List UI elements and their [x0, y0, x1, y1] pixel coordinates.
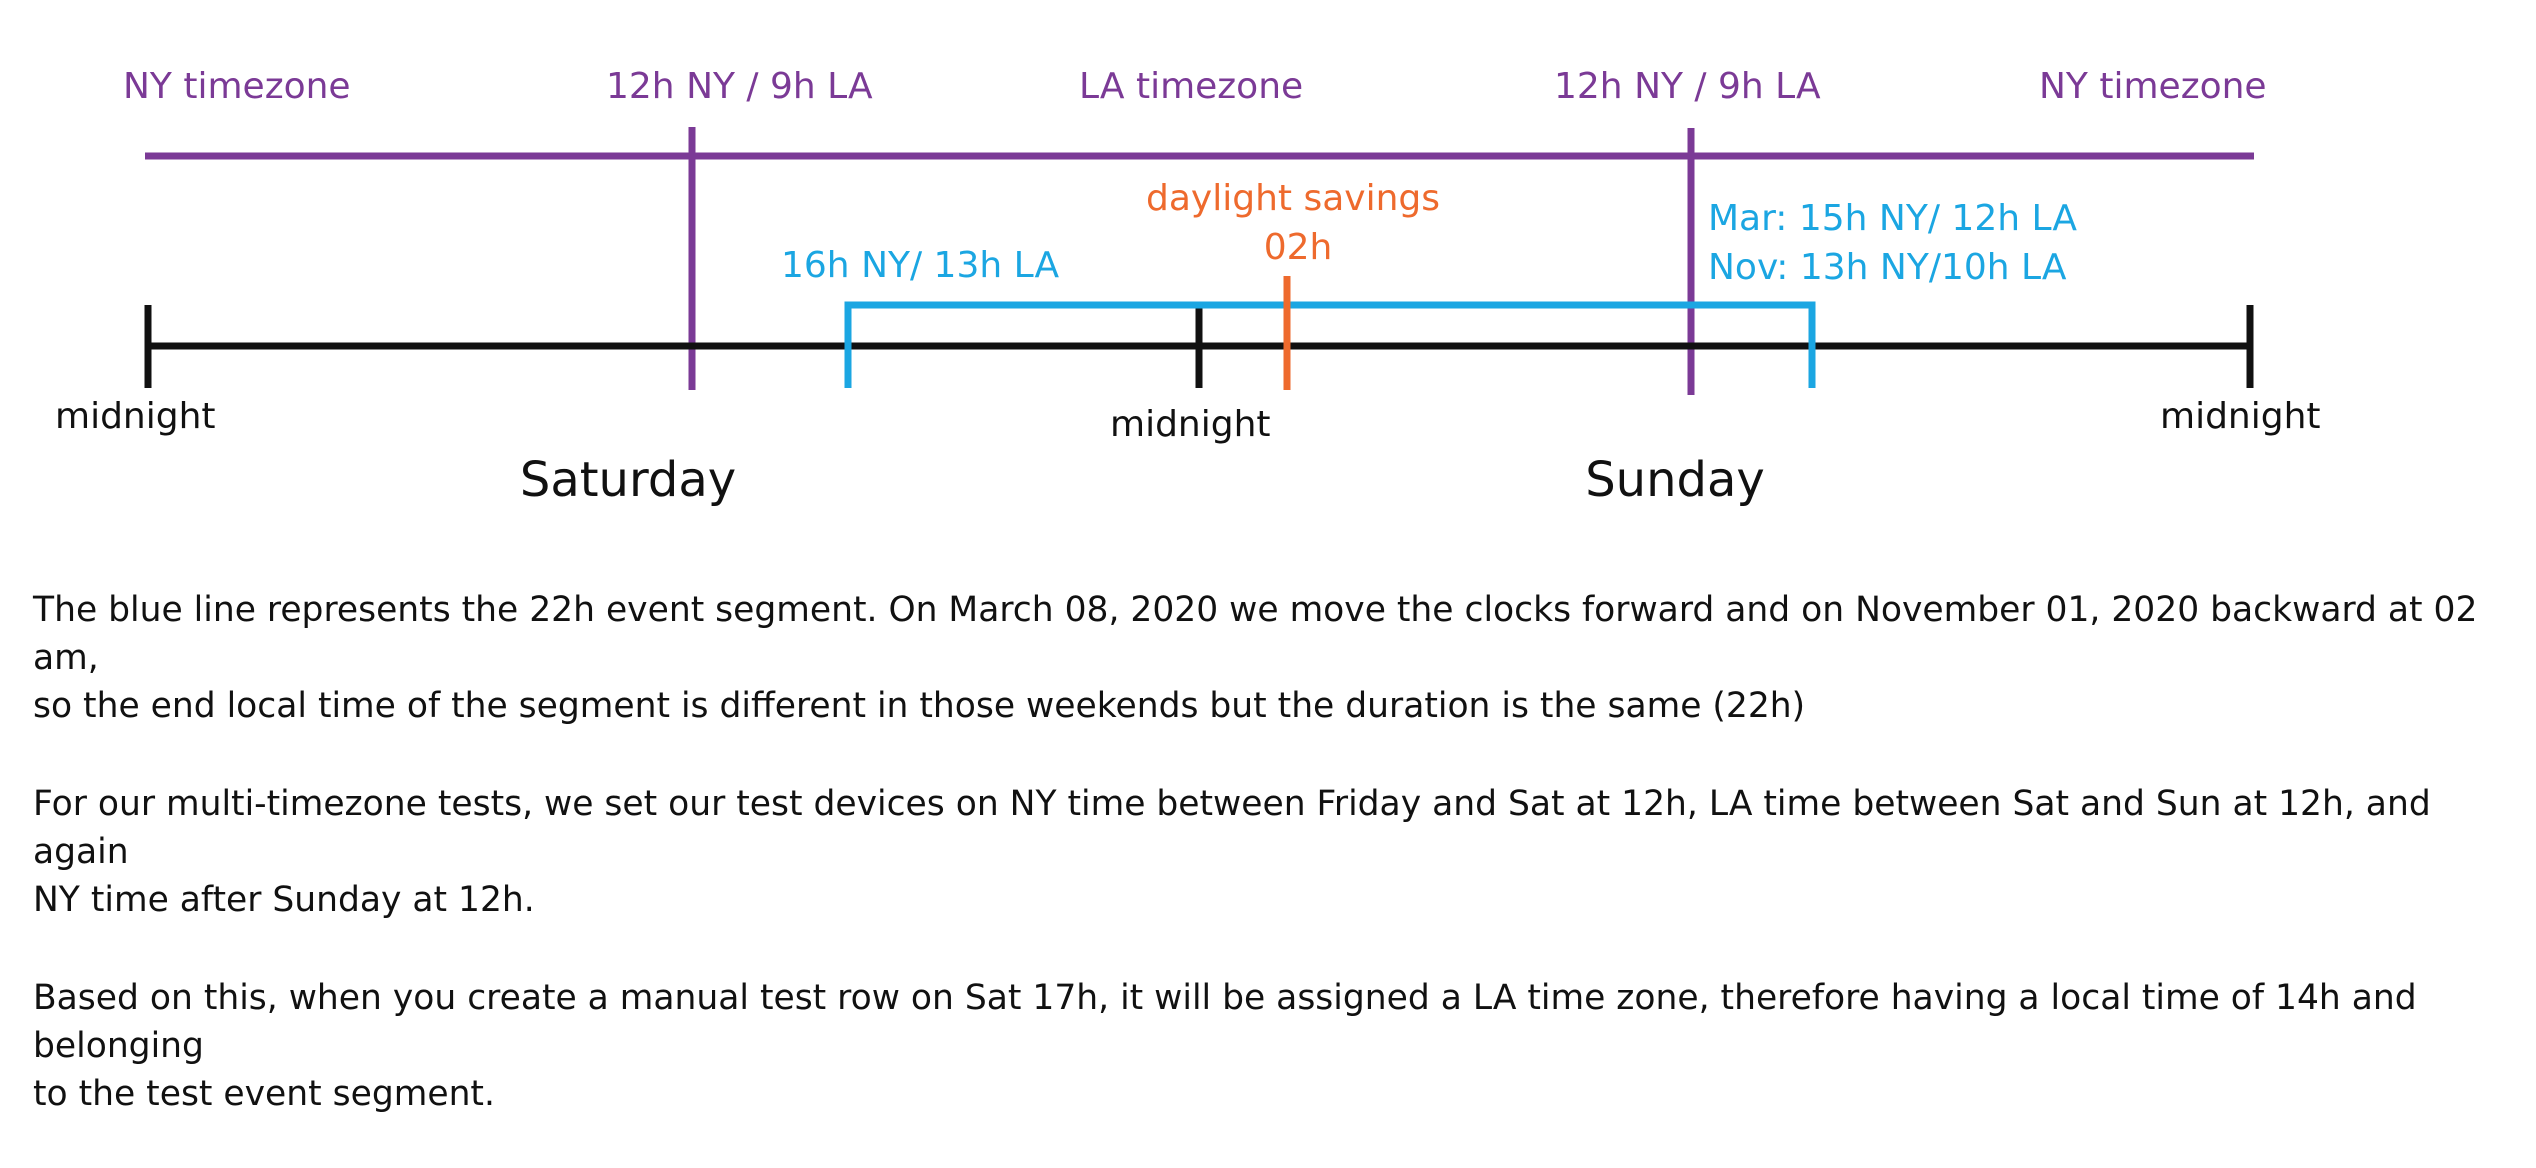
- midnight-label-mid: midnight: [1110, 404, 1271, 445]
- segment-start-label: 16h NY/ 13h LA: [781, 245, 1060, 286]
- daylight-savings-time: 02h: [1264, 227, 1333, 268]
- segment-end-november-label: Nov: 13h NY/10h LA: [1708, 247, 2067, 288]
- explanation-paragraph-2: For our multi-timezone tests, we set our…: [33, 784, 2431, 920]
- explanation-paragraph-1: The blue line represents the 22h event s…: [33, 590, 2478, 726]
- day-label-sunday: Sunday: [1585, 452, 1765, 508]
- segment-end-march-label: Mar: 15h NY/ 12h LA: [1708, 198, 2077, 239]
- explanation-text: The blue line represents the 22h event s…: [33, 586, 2528, 1168]
- timezone-timeline-diagram: NY timezone 12h NY / 9h LA LA timezone 1…: [55, 66, 2321, 508]
- daylight-savings-label: daylight savings: [1146, 178, 1440, 219]
- la-timezone-label: LA timezone: [1079, 66, 1303, 107]
- day-label-saturday: Saturday: [520, 452, 736, 508]
- event-segment-line: [844, 301, 1816, 388]
- timezone-switch-label-1: 12h NY / 9h LA: [606, 66, 873, 107]
- explanation-paragraph-3: Based on this, when you create a manual …: [33, 978, 2417, 1114]
- midnight-label-right: midnight: [2160, 396, 2321, 437]
- ny-timezone-label-end: NY timezone: [2039, 66, 2267, 107]
- ny-timezone-label-start: NY timezone: [123, 66, 351, 107]
- timezone-switch-label-2: 12h NY / 9h LA: [1554, 66, 1821, 107]
- midnight-label-left: midnight: [55, 396, 216, 437]
